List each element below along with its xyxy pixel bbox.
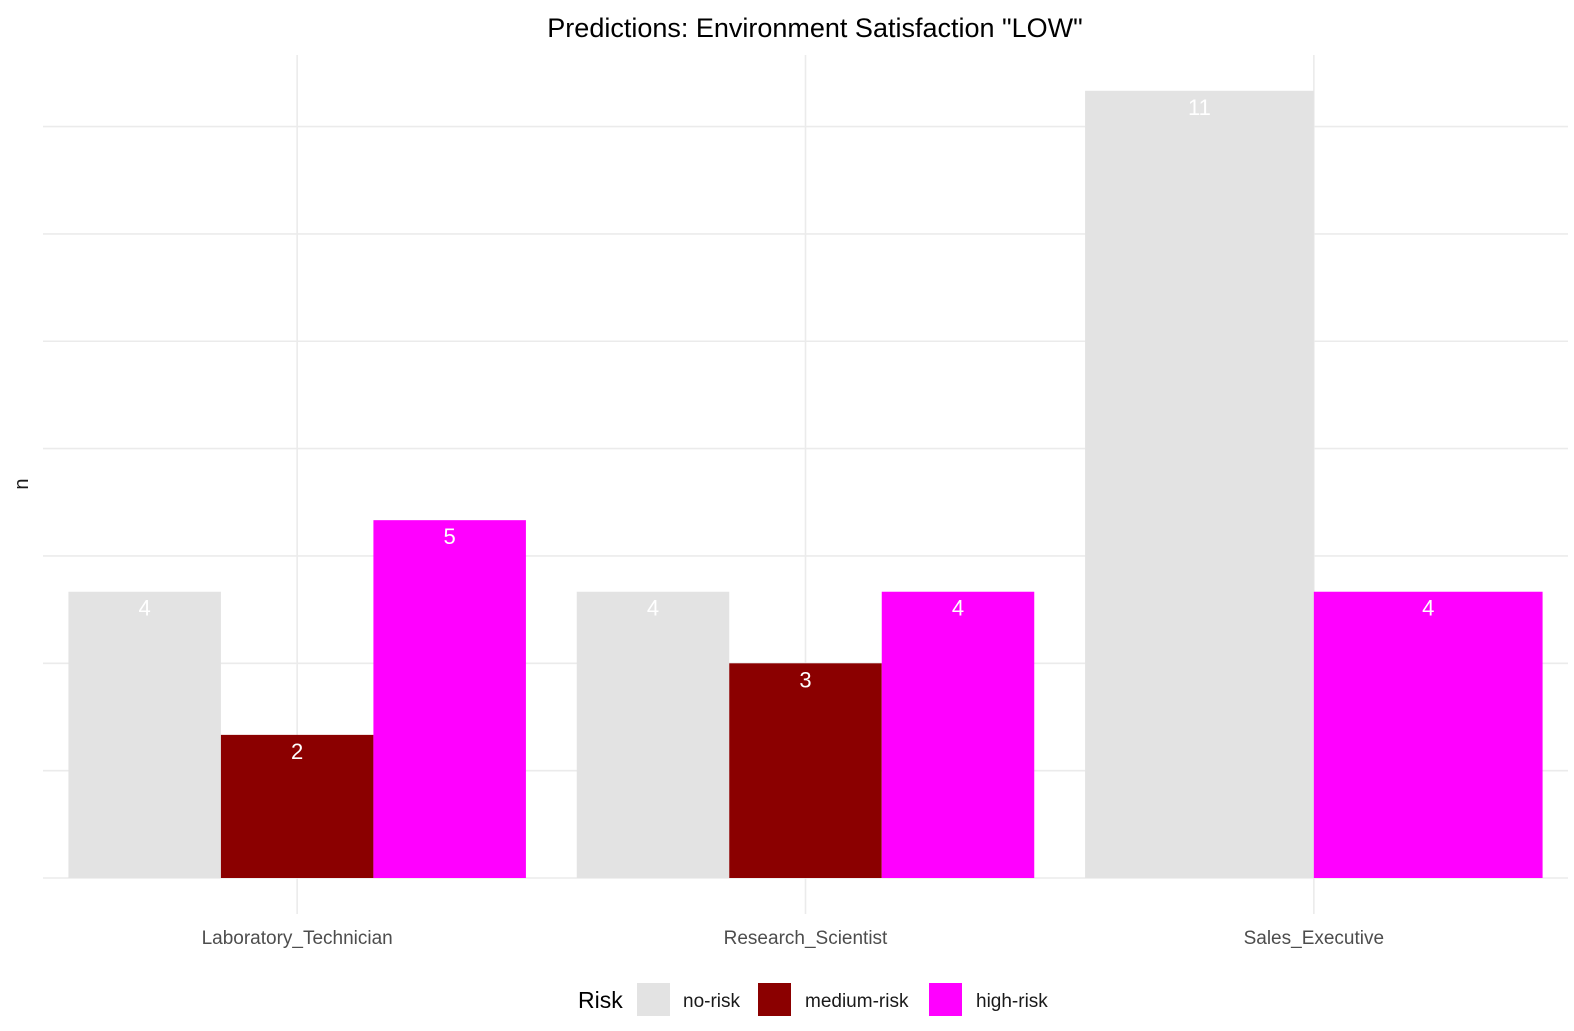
- x-tick-label-Laboratory_Technician: Laboratory_Technician: [202, 928, 393, 949]
- chart-title: Predictions: Environment Satisfaction "L…: [547, 13, 1082, 43]
- data-label-no-risk-Sales_Executive: 11: [1188, 95, 1211, 120]
- bar-high-risk-Sales_Executive: [1313, 591, 1543, 878]
- x-tick-label-Sales_Executive: Sales_Executive: [1244, 928, 1384, 949]
- legend-key-medium-risk: [758, 983, 791, 1016]
- bar-medium-risk-Research_Scientist: [729, 663, 882, 878]
- bar-no-risk-Laboratory_Technician: [68, 591, 221, 878]
- data-label-no-risk-Research_Scientist: 4: [647, 596, 659, 621]
- legend-label-no-risk: no-risk: [683, 991, 741, 1012]
- legend-label-high-risk: high-risk: [976, 991, 1048, 1012]
- legend-key-high-risk: [929, 983, 962, 1016]
- legend: Risk no-risk medium-risk high-risk: [578, 983, 1048, 1016]
- bar-medium-risk-Laboratory_Technician: [220, 734, 374, 878]
- bar-no-risk-Research_Scientist: [576, 591, 730, 878]
- bar-high-risk-Research_Scientist: [881, 591, 1035, 878]
- data-label-medium-risk-Laboratory_Technician: 2: [291, 739, 303, 764]
- data-label-layer: 4 2 5 4 3 4 11 4: [139, 95, 1435, 764]
- data-label-medium-risk-Research_Scientist: 3: [799, 667, 811, 692]
- data-label-no-risk-Laboratory_Technician: 4: [139, 596, 151, 621]
- legend-title: Risk: [578, 987, 623, 1013]
- legend-key-no-risk: [637, 983, 670, 1016]
- x-tick-label-Research_Scientist: Research_Scientist: [724, 928, 888, 949]
- bar-no-risk-Sales_Executive: [1085, 90, 1314, 879]
- data-label-high-risk-Research_Scientist: 4: [952, 596, 964, 621]
- data-label-high-risk-Laboratory_Technician: 5: [444, 524, 456, 549]
- data-label-high-risk-Sales_Executive: 4: [1422, 596, 1434, 621]
- legend-label-medium-risk: medium-risk: [805, 991, 909, 1012]
- axis-layer: Predictions: Environment Satisfaction "L…: [11, 13, 1384, 949]
- bar-layer: [68, 90, 1543, 879]
- bar-high-risk-Laboratory_Technician: [373, 520, 526, 878]
- y-axis-label: n: [11, 478, 33, 489]
